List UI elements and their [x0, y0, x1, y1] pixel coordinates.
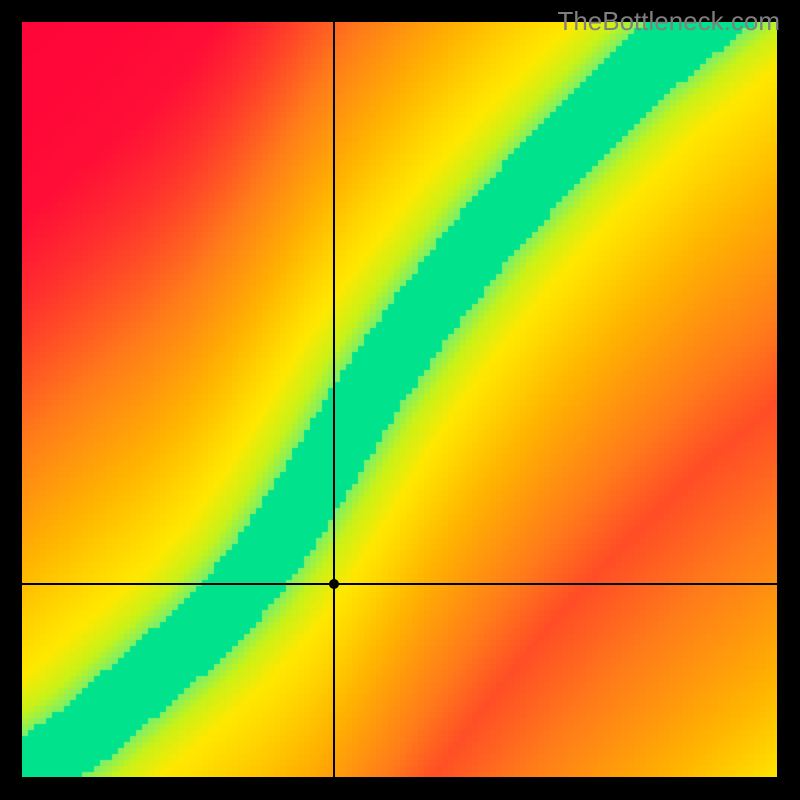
- watermark-text: TheBottleneck.com: [557, 6, 780, 37]
- crosshair-horizontal: [22, 583, 777, 585]
- chart-container: TheBottleneck.com: [0, 0, 800, 800]
- crosshair-vertical: [333, 22, 335, 777]
- heatmap-canvas: [22, 22, 777, 777]
